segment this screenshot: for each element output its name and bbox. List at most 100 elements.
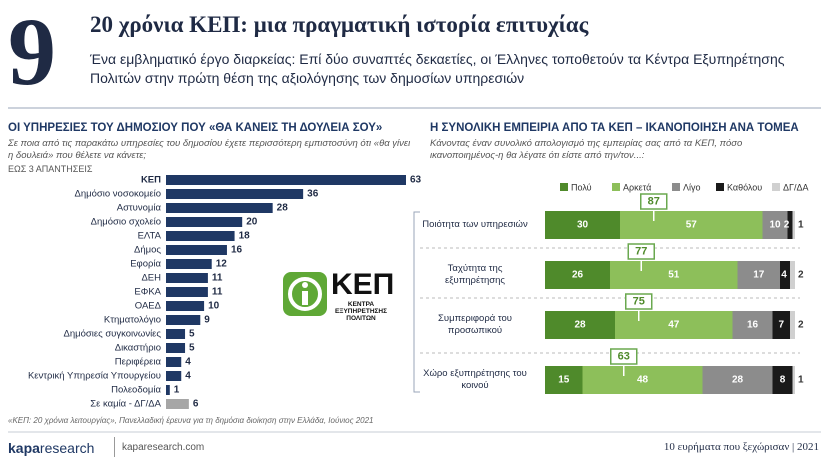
bar-segment bbox=[545, 311, 615, 339]
value-label: 51 bbox=[668, 270, 680, 281]
bar bbox=[166, 371, 182, 381]
category-label: ΕΛΤΑ bbox=[138, 231, 162, 242]
category-label: ΕΦΚΑ bbox=[134, 287, 161, 298]
kep-icon bbox=[302, 291, 308, 305]
bar-segment bbox=[582, 366, 703, 394]
logo-acronym: ΚΕΠ bbox=[331, 268, 395, 301]
legend-swatch bbox=[560, 183, 568, 191]
value-label: 48 bbox=[637, 375, 649, 386]
value-label: 5 bbox=[189, 329, 195, 340]
category-label: Αστυνομία bbox=[117, 203, 162, 214]
category-label: Ποιότητα των υπηρεσιών bbox=[422, 219, 528, 230]
brand-part: kapa bbox=[8, 440, 40, 456]
value-label: 11 bbox=[212, 273, 223, 284]
category-label: ΔΕΗ bbox=[141, 273, 161, 284]
bracket bbox=[413, 211, 420, 393]
total-box bbox=[627, 243, 655, 260]
category-label: Δήμος bbox=[134, 245, 161, 256]
bar-segment bbox=[610, 261, 738, 289]
category-label: Ταχύτητα της εξυπηρέτησης bbox=[445, 263, 505, 286]
value-label: 4 bbox=[185, 371, 191, 382]
legend-swatch bbox=[716, 183, 724, 191]
bar-segment bbox=[615, 311, 733, 339]
bar-segment bbox=[732, 311, 773, 339]
bar-segment bbox=[772, 311, 790, 339]
total-box bbox=[625, 293, 653, 310]
bar bbox=[166, 399, 189, 409]
value-label: 9 bbox=[204, 315, 210, 326]
value-label: 26 bbox=[572, 270, 584, 281]
value-label: 6 bbox=[193, 399, 199, 410]
bar bbox=[166, 357, 182, 367]
divider bbox=[114, 437, 115, 457]
logo-text: ΚΕΝΤΡΑ ΕΞΥΠΗΡΕΤΗΣΗΣ ΠΟΛΙΤΩΝ bbox=[331, 301, 391, 322]
chart-title: ΟΙ ΥΠΗΡΕΣΙΕΣ ΤΟΥ ΔΗΜΟΣΙΟΥ ΠΟΥ «ΘΑ ΚΑΝΕΙΣ… bbox=[8, 122, 383, 134]
category-label: Περιφέρεια bbox=[115, 357, 162, 368]
category-label: Σε καμία - ΔΓ/ΔΑ bbox=[90, 399, 161, 410]
bar-segment bbox=[545, 211, 620, 239]
bar-segment bbox=[790, 261, 795, 289]
legend-label: Καθόλου bbox=[727, 182, 762, 192]
category-label: Δημόσιο σχολείο bbox=[91, 217, 161, 228]
bar bbox=[166, 245, 227, 255]
bar bbox=[166, 301, 205, 311]
legend-label: ΔΓ/ΔΑ bbox=[783, 182, 808, 192]
value-label: 10 bbox=[769, 220, 781, 231]
bar-segment bbox=[787, 211, 793, 239]
bar bbox=[166, 287, 208, 297]
category-label: Δημόσιες συγκοινωνίες bbox=[64, 329, 162, 340]
value-label: 36 bbox=[307, 189, 319, 200]
value-label: 28 bbox=[732, 375, 744, 386]
bar bbox=[166, 175, 406, 185]
value-label: 30 bbox=[577, 220, 589, 231]
bar bbox=[166, 189, 304, 199]
bar bbox=[166, 273, 208, 283]
value-label: 16 bbox=[231, 245, 243, 256]
value-label: 28 bbox=[574, 320, 586, 331]
value-label: 5 bbox=[189, 343, 195, 354]
value-label: 8 bbox=[780, 375, 786, 386]
logo-line: ΠΟΛΙΤΩΝ bbox=[346, 315, 376, 322]
bar bbox=[166, 217, 243, 227]
legend-swatch bbox=[672, 183, 680, 191]
value-label: 1 bbox=[798, 375, 804, 386]
bar-segment bbox=[545, 261, 610, 289]
bar bbox=[166, 203, 273, 213]
value-label: 15 bbox=[558, 375, 570, 386]
value-label: 11 bbox=[212, 287, 223, 298]
value-label: 47 bbox=[668, 320, 680, 331]
category-label: ΚΕΠ bbox=[141, 175, 161, 186]
chart-subtitle: Κάνοντας έναν συνολικό απολογισμό της εμ… bbox=[430, 138, 743, 161]
bar-segment bbox=[790, 311, 795, 339]
category-label: Χώρο εξυπηρέτησης του κοινού bbox=[423, 368, 527, 391]
value-label: 4 bbox=[185, 357, 191, 368]
kep-icon bbox=[302, 282, 308, 288]
big-number: 9 bbox=[8, 0, 56, 105]
value-label: 2 bbox=[798, 320, 804, 331]
bar-segment bbox=[780, 261, 790, 289]
value-label: 7 bbox=[778, 320, 784, 331]
bar-segment bbox=[792, 366, 795, 394]
value-label: 1 bbox=[174, 385, 180, 396]
category-label: Κεντρική Υπηρεσία Υπουργείου bbox=[28, 371, 161, 382]
legend-label: Πολύ bbox=[571, 182, 592, 192]
category-label: Κτηματολόγιο bbox=[104, 315, 161, 326]
bar-segment bbox=[545, 366, 583, 394]
legend-label: Λίγο bbox=[683, 182, 701, 192]
logo-line: ΚΕΝΤΡΑ bbox=[347, 301, 375, 308]
value-label: 2 bbox=[784, 220, 790, 231]
total-box bbox=[640, 193, 668, 210]
bar bbox=[166, 231, 235, 241]
total-label: 63 bbox=[618, 350, 630, 362]
bar-segment bbox=[702, 366, 773, 394]
series-title: 10 ευρήματα που ξεχώρισαν | 2021 bbox=[663, 441, 819, 453]
total-label: 75 bbox=[633, 295, 645, 307]
bar-segment bbox=[792, 211, 795, 239]
brand: kaparesearch bbox=[8, 440, 94, 456]
bar bbox=[166, 259, 212, 269]
bar bbox=[166, 315, 201, 325]
brand-part: research bbox=[39, 440, 95, 456]
legend-swatch bbox=[772, 183, 780, 191]
